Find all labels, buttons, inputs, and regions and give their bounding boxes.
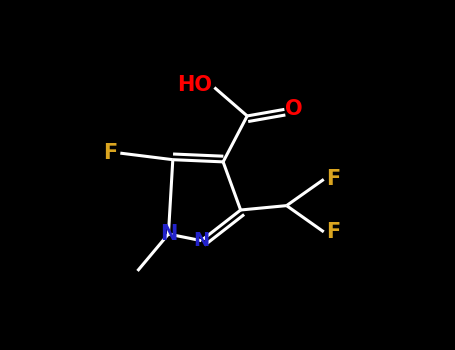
Text: F: F bbox=[326, 169, 340, 189]
Text: HO: HO bbox=[177, 75, 212, 95]
Text: N: N bbox=[160, 224, 177, 244]
Text: N: N bbox=[193, 231, 209, 250]
Text: F: F bbox=[104, 143, 118, 163]
Text: F: F bbox=[326, 222, 340, 242]
Text: O: O bbox=[285, 99, 303, 119]
